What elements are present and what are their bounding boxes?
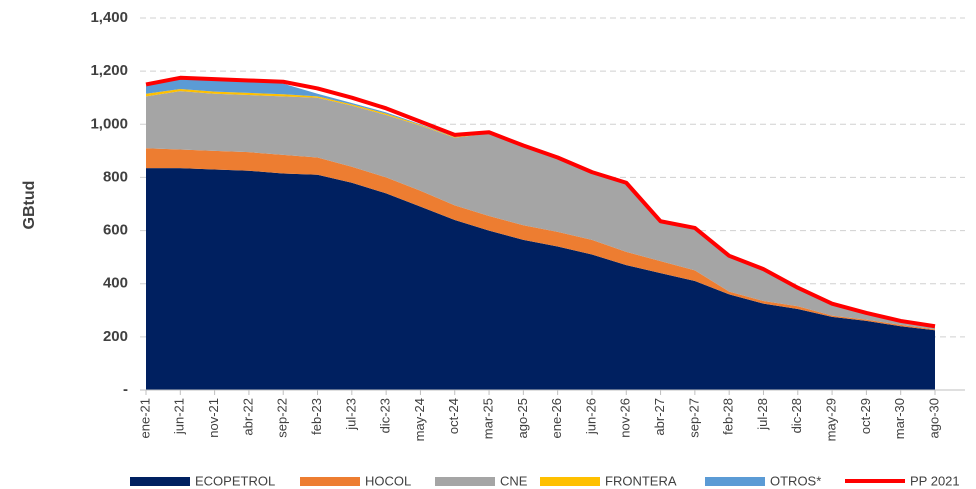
- x-tick-label: ene-26: [549, 398, 564, 438]
- x-tick-label: oct-29: [858, 398, 873, 434]
- x-tick-label: may-24: [412, 398, 427, 441]
- x-tick-label: abr-22: [240, 398, 255, 436]
- y-tick-label: -: [123, 381, 128, 398]
- legend-label: ECOPETROL: [195, 473, 275, 488]
- x-tick-label: oct-24: [446, 398, 461, 434]
- legend-swatch: [435, 477, 495, 486]
- x-tick-label: mar-25: [480, 398, 495, 439]
- x-tick-label: feb-28: [721, 398, 736, 435]
- x-tick-label: nov-26: [618, 398, 633, 438]
- y-tick-label: 1,000: [90, 115, 128, 132]
- y-tick-label: 600: [103, 222, 128, 239]
- line: [145, 75, 936, 329]
- x-tick-label: dic-28: [789, 398, 804, 433]
- area: [146, 168, 935, 390]
- x-tick-label: abr-27: [652, 398, 667, 436]
- x-tick-label: jul-23: [343, 398, 358, 431]
- x-tick-label: jul-28: [755, 398, 770, 431]
- y-tick-label: 800: [103, 168, 128, 185]
- y-axis-label: GBtud: [21, 181, 38, 230]
- x-tick-label: nov-21: [206, 398, 221, 438]
- y-tick-label: 1,400: [90, 9, 128, 26]
- x-tick-label: may-29: [824, 398, 839, 441]
- x-tick-label: ago-25: [515, 398, 530, 438]
- legend-swatch: [130, 477, 190, 486]
- legend-swatch: [540, 477, 600, 486]
- legend-label: CNE: [500, 473, 528, 488]
- x-tick-label: dic-23: [378, 398, 393, 433]
- x-tick-label: sep-22: [275, 398, 290, 438]
- x-tick-label: ago-30: [926, 398, 941, 438]
- x-tick-label: jun-26: [583, 398, 598, 435]
- legend-label: FRONTERA: [605, 473, 677, 488]
- x-tick-label: feb-23: [309, 398, 324, 435]
- y-tick-label: 400: [103, 275, 128, 292]
- legend-label: HOCOL: [365, 473, 411, 488]
- area: [146, 91, 935, 330]
- legend-label: PP 2021: [910, 473, 960, 488]
- area: [146, 148, 935, 331]
- y-tick-label: 200: [103, 328, 128, 345]
- x-tick-label: jun-21: [172, 398, 187, 435]
- legend-swatch: [300, 477, 360, 486]
- x-tick-label: sep-27: [686, 398, 701, 438]
- y-tick-label: 1,200: [90, 62, 128, 79]
- x-tick-label: ene-21: [137, 398, 152, 438]
- legend-swatch: [705, 477, 765, 486]
- x-tick-label: mar-30: [892, 398, 907, 439]
- legend-label: OTROS*: [770, 473, 821, 488]
